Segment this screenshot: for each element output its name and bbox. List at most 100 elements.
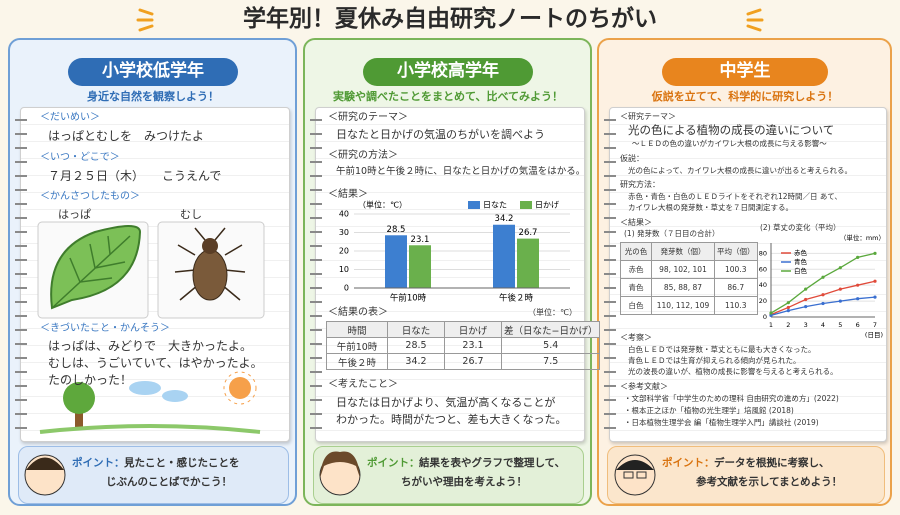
table-row: 白色 110, 112, 109 110.3 bbox=[620, 296, 758, 315]
chart-title: (2) 草丈の変化（平均） bbox=[760, 223, 841, 232]
table-cell: 34.2 bbox=[387, 353, 445, 370]
data-point bbox=[856, 297, 860, 301]
panel-subtitle: 実験や調べたことをまとめて、比べてみよう！ bbox=[332, 90, 564, 103]
value-label: 26.7 bbox=[519, 228, 538, 238]
text: 午前10時と午後２時に、日なたと日かげの気温をはかる。 bbox=[336, 166, 586, 177]
section-label: ＜かんさつしたもの＞ bbox=[40, 191, 140, 202]
value-label: 28.5 bbox=[387, 225, 406, 235]
panel-subtitle: 身近な自然を観察しよう！ bbox=[87, 90, 219, 103]
table-header: 平均（個） bbox=[714, 242, 758, 261]
section-label: ＜結果＞ bbox=[620, 218, 652, 227]
table-row: 青色 85, 88, 87 86.7 bbox=[620, 278, 758, 297]
table-cell: 85, 88, 87 bbox=[651, 278, 715, 297]
point-text: ちがいや理由を考えよう！ bbox=[401, 476, 527, 488]
section-label: ＜参考文献＞ bbox=[620, 382, 668, 391]
x-tick-label: 4 bbox=[821, 321, 825, 329]
section-label: ＜結果の表＞ bbox=[328, 307, 388, 318]
y-tick-label: 60 bbox=[759, 265, 767, 273]
spiral-rings bbox=[15, 112, 27, 432]
y-tick-label: 20 bbox=[759, 297, 767, 305]
table-header: 光の色 bbox=[620, 242, 652, 261]
point-text: 見たこと・感じたことを bbox=[124, 457, 240, 469]
panel-subtitle: 仮説を立てて、科学的に研究しよう！ bbox=[651, 90, 839, 103]
legend-swatch bbox=[468, 201, 480, 209]
text: 光の色による植物の成長の違いについて bbox=[628, 123, 835, 137]
data-point bbox=[786, 309, 790, 313]
data-point bbox=[821, 275, 825, 279]
table-header: 日かげ bbox=[444, 321, 502, 338]
legend-label: 日なた bbox=[483, 201, 507, 210]
title-decoration bbox=[136, 8, 764, 32]
decoration bbox=[224, 269, 246, 273]
table-cell: 23.1 bbox=[444, 337, 502, 354]
data-table: 光の色 発芽数（個） 平均（個） 赤色 98, 102, 101 100.3 青色 85, 8… bbox=[620, 242, 758, 315]
text: 白色ＬＥＤでは発芽数・草丈ともに最も大きくなった。 bbox=[628, 345, 816, 354]
decoration bbox=[174, 269, 196, 273]
x-tick-label: 3 bbox=[804, 321, 808, 329]
section-label: ＜きづいたこと・かんそう＞ bbox=[40, 323, 170, 334]
bar bbox=[517, 238, 539, 288]
x-tick-label: 午前10時 bbox=[390, 293, 427, 304]
bar bbox=[493, 224, 515, 288]
table-cell: 7.5 bbox=[500, 353, 601, 370]
decoration bbox=[229, 377, 251, 399]
decoration bbox=[320, 451, 360, 478]
x-tick-label: 1 bbox=[769, 321, 773, 329]
data-point bbox=[804, 287, 808, 291]
section-label: ＜研究の方法＞ bbox=[328, 150, 398, 161]
data-point bbox=[804, 297, 808, 302]
x-axis-label: (日目) bbox=[865, 331, 883, 339]
notebook bbox=[609, 107, 887, 442]
reference: ・日本植物生理学会 編「植物生理学入門」講談社 (2019) bbox=[624, 418, 819, 427]
data-point bbox=[821, 301, 825, 306]
decoration bbox=[129, 381, 161, 395]
note-line: はっぱは、みどりで 大きかったよ。 bbox=[48, 339, 253, 353]
text: ７月２５日（木） こうえんで bbox=[48, 169, 222, 183]
decoration bbox=[223, 371, 257, 405]
decoration bbox=[75, 405, 83, 430]
y-tick-label: 0 bbox=[344, 284, 349, 293]
data-point bbox=[769, 313, 773, 318]
data-line bbox=[770, 296, 876, 317]
point-text: 参考文献を示してまとめよう！ bbox=[696, 476, 843, 488]
note-line: むしは、うごいていて、はやかったよ。 bbox=[48, 356, 263, 370]
decoration bbox=[194, 227, 206, 241]
decoration bbox=[162, 390, 188, 402]
data-point bbox=[838, 266, 842, 270]
x-tick-label: 2 bbox=[786, 321, 790, 329]
section-label: 仮説： bbox=[620, 154, 644, 163]
unit-label: （単位：℃） bbox=[528, 308, 577, 317]
y-tick-label: 30 bbox=[339, 228, 349, 237]
x-tick-label: 6 bbox=[856, 321, 860, 329]
table-cell: 98, 102, 101 bbox=[651, 260, 715, 279]
decoration bbox=[214, 227, 226, 241]
section-label: ＜研究のテーマ＞ bbox=[328, 112, 408, 123]
panel-header: 小学校高学年 bbox=[397, 61, 499, 81]
table-row: 午後２時 34.2 26.7 7.5 bbox=[326, 353, 601, 370]
reference: ・文部科学省「中学生のための理科 自由研究の進め方」(2022) bbox=[624, 394, 839, 403]
text: 赤色・青色・白色のＬＥＤライトをそれぞれ12時間／日 あて、 bbox=[628, 192, 842, 201]
panel-header: 小学校低学年 bbox=[102, 61, 204, 81]
legend-label: 青色 bbox=[794, 257, 808, 266]
point-label: ポイント： bbox=[72, 457, 125, 469]
section-label: ＜考察＞ bbox=[620, 333, 652, 342]
legend-label: 白色 bbox=[794, 266, 808, 275]
decoration bbox=[224, 244, 243, 256]
decoration bbox=[623, 471, 634, 479]
section-label: 研究方法： bbox=[620, 180, 660, 189]
text: 光の波長の違いが、植物の成長に影響を与えると考えられる。 bbox=[628, 367, 838, 376]
table-row: 時間 日なた 日かげ 差（日なた−日かげ） bbox=[326, 321, 601, 338]
legend-label: 赤色 bbox=[794, 248, 808, 257]
y-tick-label: 40 bbox=[339, 210, 349, 219]
table-row: 赤色 98, 102, 101 100.3 bbox=[620, 260, 758, 279]
data-point bbox=[856, 255, 860, 259]
decoration bbox=[26, 457, 64, 470]
page-title: 学年別！夏休み自由研究ノートのちがい bbox=[243, 6, 657, 32]
y-tick-label: 40 bbox=[759, 281, 767, 289]
table-cell: 青色 bbox=[620, 278, 652, 297]
y-tick-label: 80 bbox=[759, 249, 767, 257]
table-cell: 赤色 bbox=[620, 260, 652, 279]
data-point bbox=[769, 311, 773, 315]
